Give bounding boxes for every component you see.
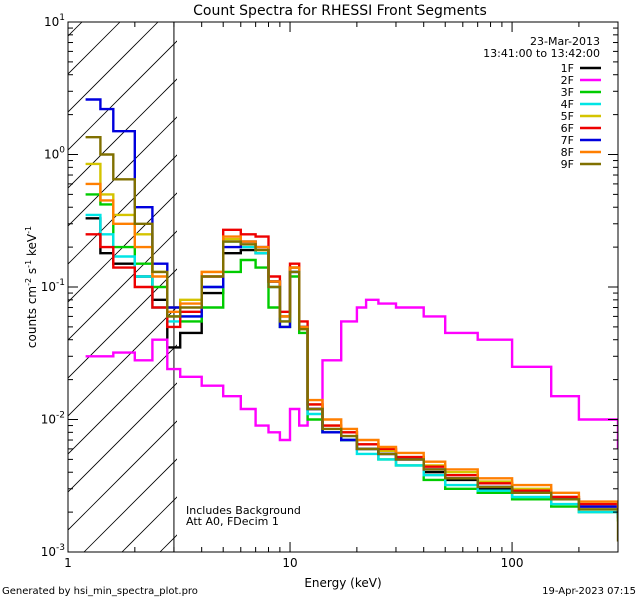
y-tick-base: 10 [44, 15, 59, 29]
legend-label-9f: 9F [561, 158, 574, 171]
legend-label-3f: 3F [561, 86, 574, 99]
annotation-attenuator: Att A0, FDecim 1 [186, 515, 279, 528]
x-tick-labels: 1 10 100 [64, 556, 523, 570]
legend-label-2f: 2F [561, 74, 574, 87]
y-label-part-2: s [25, 268, 39, 278]
hatch-line [68, 230, 177, 341]
y-tick-label: 10-1 [41, 278, 65, 294]
y-tick-base: 10 [41, 545, 56, 559]
x-tick-label: 100 [501, 556, 524, 570]
hatch-line [68, 40, 177, 151]
axis-ticks [67, 21, 619, 553]
y-label-sup-3: -1 [24, 226, 33, 234]
y-label-sup-2: -1 [24, 260, 33, 268]
legend-label-4f: 4F [561, 98, 574, 111]
hatch-line [68, 78, 177, 189]
legend-label-5f: 5F [561, 110, 574, 123]
annotation-background: Includes Background [186, 504, 301, 517]
y-tick-exponent: -3 [56, 543, 65, 553]
hatch-line [83, 458, 177, 552]
y-label-sup-1: -2 [24, 278, 33, 286]
y-tick-base: 10 [41, 280, 56, 294]
hatch-line [68, 22, 159, 113]
series-line-5f [85, 162, 618, 513]
y-axis-label: counts cm-2 s-1 keV-1 [24, 226, 39, 348]
hatch-line [540, 22, 640, 552]
series-line-2f [85, 298, 618, 449]
chart-title: Count Spectra for RHESSI Front Segments [193, 3, 487, 19]
legend-label-8f: 8F [561, 146, 574, 159]
y-tick-base: 10 [44, 148, 59, 162]
series-group [85, 98, 618, 542]
y-tick-base: 10 [41, 413, 56, 427]
hatch-line [68, 420, 177, 531]
y-label-part-1: counts cm [25, 286, 39, 348]
y-tick-exponent: 1 [59, 13, 65, 23]
hatch-line [68, 382, 177, 493]
hatch-line [350, 22, 640, 552]
legend-time-range: 13:41:00 to 13:42:00 [483, 47, 600, 60]
y-tick-exponent: -1 [56, 278, 65, 288]
footer-timestamp: 19-Apr-2023 07:15 [542, 586, 636, 597]
footer-generated-by: Generated by hsi_min_spectra_plot.pro [2, 586, 198, 597]
x-tick-label: 10 [282, 556, 297, 570]
hatch-line [616, 22, 640, 552]
y-tick-exponent: 0 [59, 146, 65, 156]
series-line-8f [85, 182, 618, 510]
y-tick-exponent: -2 [56, 411, 65, 421]
y-tick-label: 100 [44, 146, 65, 162]
series-line-3f [85, 193, 618, 522]
y-tick-label: 10-2 [41, 411, 65, 427]
legend-date: 23-Mar-2013 [530, 35, 600, 48]
x-axis-label: Energy (keV) [304, 576, 381, 590]
x-tick-label: 1 [64, 556, 72, 570]
y-tick-label: 101 [44, 13, 65, 29]
legend-label-6f: 6F [561, 122, 574, 135]
hatch-line [68, 192, 177, 303]
background-hatch-region [0, 22, 640, 552]
y-label-part-3: keV [25, 233, 39, 260]
y-tick-label: 10-3 [41, 543, 65, 559]
hatch-line [0, 22, 6, 552]
series-line-9f [85, 136, 618, 542]
legend-label-7f: 7F [561, 134, 574, 147]
legend-label-1f: 1F [561, 62, 574, 75]
